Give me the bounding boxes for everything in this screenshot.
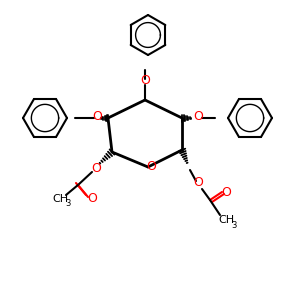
Text: 3: 3 (65, 200, 71, 208)
Text: O: O (193, 110, 203, 124)
Text: O: O (221, 185, 231, 199)
Text: 3: 3 (231, 220, 237, 230)
Text: CH: CH (218, 215, 234, 225)
Text: O: O (193, 176, 203, 190)
Text: O: O (92, 110, 102, 124)
Text: O: O (87, 191, 97, 205)
Text: O: O (91, 161, 101, 175)
Text: O: O (140, 74, 150, 88)
Text: O: O (146, 160, 156, 172)
Text: CH: CH (52, 194, 68, 204)
